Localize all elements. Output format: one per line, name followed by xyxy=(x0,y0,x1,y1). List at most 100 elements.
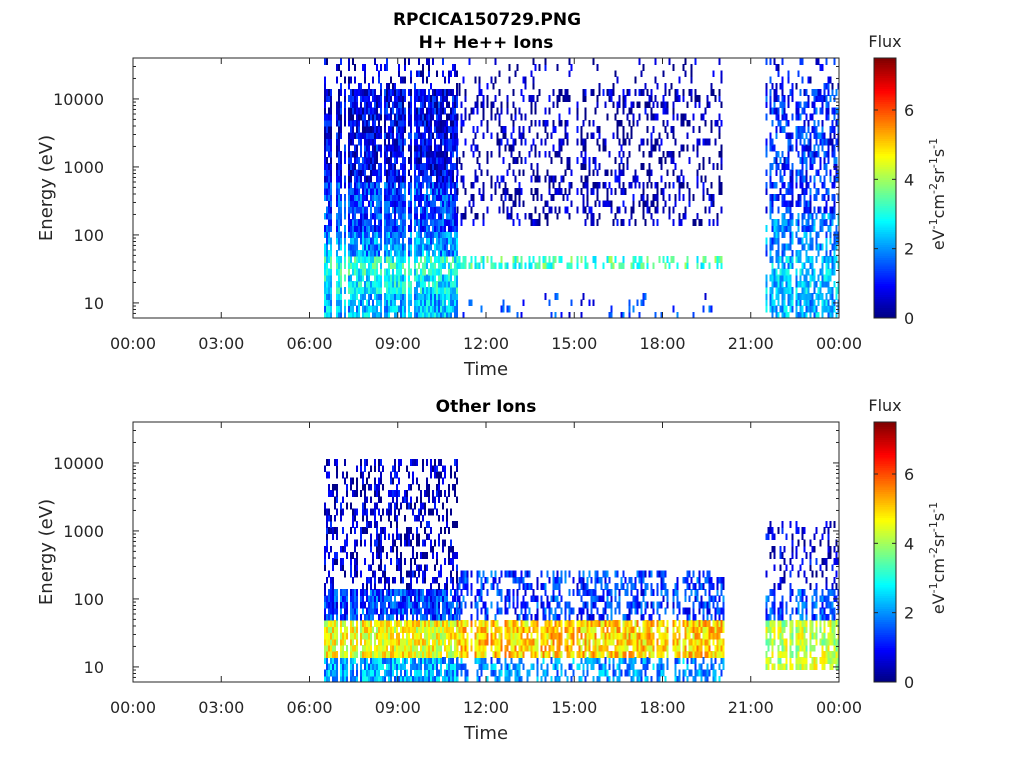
flux-cell xyxy=(619,169,621,176)
flux-cell xyxy=(770,132,772,139)
flux-cell xyxy=(400,163,402,170)
flux-cell xyxy=(328,176,330,183)
flux-cell xyxy=(442,306,444,313)
flux-cell xyxy=(585,114,587,121)
flux-cell xyxy=(597,219,599,226)
flux-cell xyxy=(442,169,444,176)
flux-cell xyxy=(816,169,818,176)
flux-cell xyxy=(450,207,452,214)
flux-cell xyxy=(354,188,356,195)
flux-cell xyxy=(818,275,820,282)
flux-cell xyxy=(661,163,663,170)
flux-cell xyxy=(324,163,326,170)
flux-cell xyxy=(434,126,436,133)
flux-cell xyxy=(330,114,332,121)
flux-cell xyxy=(571,299,573,306)
flux-cell xyxy=(422,194,424,201)
flux-cell xyxy=(719,256,721,263)
flux-cell xyxy=(569,95,571,102)
flux-cell xyxy=(641,89,643,96)
flux-cell xyxy=(396,200,398,207)
flux-cell xyxy=(350,670,352,677)
flux-cell xyxy=(378,70,380,77)
flux-cell xyxy=(326,213,328,220)
flux-cell xyxy=(814,287,816,294)
flux-cell xyxy=(360,95,362,102)
flux-cell xyxy=(336,188,338,195)
flux-cell xyxy=(348,176,350,183)
flux-cell xyxy=(424,225,426,232)
flux-cell xyxy=(595,157,597,164)
flux-cell xyxy=(806,101,808,108)
flux-cell xyxy=(491,77,493,84)
flux-cell xyxy=(420,299,422,306)
flux-cell xyxy=(368,620,370,627)
flux-cell xyxy=(386,639,388,646)
flux-cell xyxy=(653,200,655,207)
flux-cell xyxy=(414,651,416,658)
flux-cell xyxy=(376,213,378,220)
flux-cell xyxy=(513,145,515,152)
flux-cell xyxy=(776,281,778,288)
flux-cell xyxy=(426,188,428,195)
flux-cell xyxy=(812,157,814,164)
flux-cell xyxy=(772,120,774,127)
flux-cell xyxy=(372,238,374,245)
flux-cell xyxy=(362,293,364,300)
flux-cell xyxy=(356,595,358,602)
flux-cell xyxy=(438,256,440,263)
flux-cell xyxy=(374,219,376,226)
flux-cell xyxy=(778,293,780,300)
flux-cell xyxy=(366,139,368,146)
flux-cell xyxy=(416,250,418,257)
flux-cell xyxy=(715,256,717,263)
flux-cell xyxy=(800,275,802,282)
flux-cell xyxy=(721,151,723,158)
flux-cell xyxy=(617,132,619,139)
flux-cell xyxy=(376,287,378,294)
flux-cell xyxy=(376,651,378,658)
flux-cell xyxy=(826,231,828,238)
flux-cell xyxy=(384,250,386,257)
flux-cell xyxy=(491,101,493,108)
flux-cell xyxy=(368,157,370,164)
flux-cell xyxy=(372,188,374,195)
flux-cell xyxy=(354,293,356,300)
flux-cell xyxy=(368,595,370,602)
flux-cell xyxy=(336,496,338,503)
flux-cell xyxy=(428,269,430,276)
flux-cell xyxy=(366,244,368,251)
flux-cell xyxy=(796,182,798,189)
flux-cell xyxy=(436,244,438,251)
flux-cell xyxy=(384,633,386,640)
flux-cell xyxy=(416,293,418,300)
flux-cell xyxy=(382,571,384,578)
flux-cell xyxy=(438,207,440,214)
flux-cell xyxy=(782,287,784,294)
flux-cell xyxy=(368,238,370,245)
flux-cell xyxy=(340,101,342,108)
flux-cell xyxy=(770,213,772,220)
flux-cell xyxy=(366,583,368,590)
flux-cell xyxy=(382,657,384,664)
flux-cell xyxy=(434,287,436,294)
flux-cell xyxy=(374,126,376,133)
flux-cell xyxy=(340,515,342,522)
flux-cell xyxy=(388,275,390,282)
flux-cell xyxy=(390,614,392,621)
flux-cell xyxy=(713,89,715,96)
flux-cell xyxy=(681,114,683,121)
flux-cell xyxy=(806,132,808,139)
flux-cell xyxy=(796,83,798,90)
flux-cell xyxy=(629,299,631,306)
flux-cell xyxy=(394,657,396,664)
flux-cell xyxy=(450,114,452,121)
flux-cell xyxy=(328,151,330,158)
flux-cell xyxy=(784,95,786,102)
flux-cell xyxy=(442,262,444,269)
flux-cell xyxy=(808,269,810,276)
flux-cell xyxy=(824,256,826,263)
flux-cell xyxy=(336,225,338,232)
flux-cell xyxy=(450,139,452,146)
